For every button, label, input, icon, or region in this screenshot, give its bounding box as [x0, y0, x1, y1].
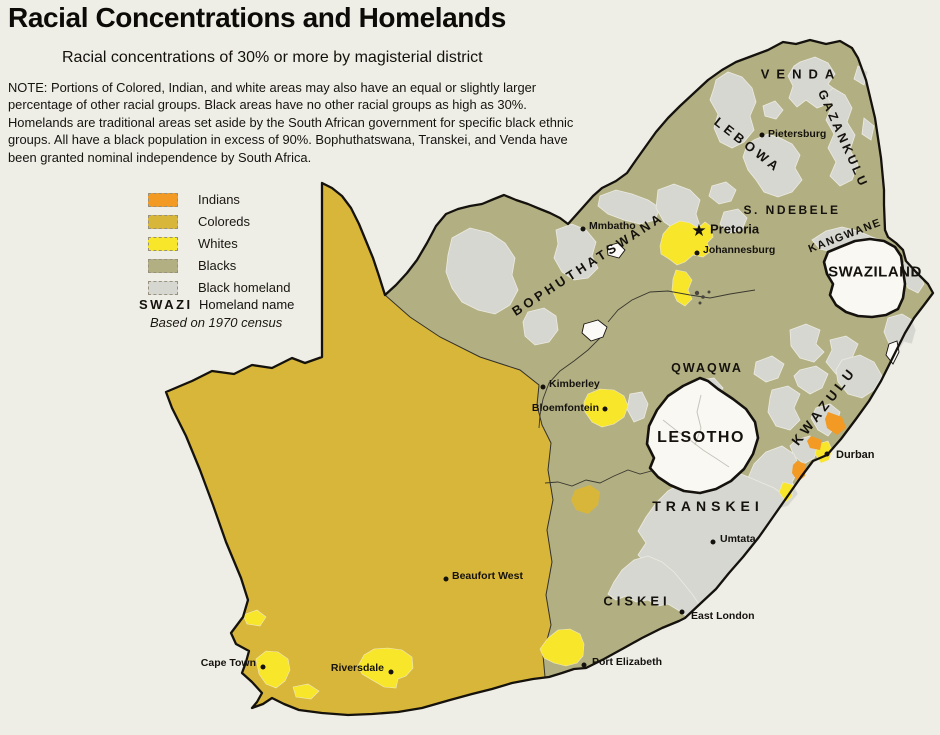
city-label-durban: Durban: [836, 449, 875, 461]
legend-source: Based on 1970 census: [150, 315, 283, 330]
legend-swatch-coloreds: [148, 214, 178, 229]
legend-label-coloreds: Coloreds: [198, 214, 251, 229]
city-label-riversdale: Riversdale: [330, 662, 384, 674]
city-dot-johannesburg: [694, 250, 700, 256]
city-label-johannesburg: Johannesburg: [703, 244, 776, 256]
swaziland-area: [822, 237, 907, 319]
st-lucia-lake: [885, 340, 900, 365]
colored-black-boundary: [384, 294, 554, 678]
city-dot-mmbatho: [580, 226, 586, 232]
city-dot-kimberley: [540, 384, 546, 390]
lesotho-area: [645, 376, 760, 495]
legend-item-blacks: Blacks: [148, 258, 236, 273]
city-label-kimberley: Kimberley: [549, 378, 600, 390]
legend-label-black-homeland: Black homeland: [198, 280, 291, 295]
city-label-cape-town: Cape Town: [200, 657, 256, 669]
legend-homeland-sample: SWAZI: [139, 297, 193, 312]
legend-label-indians: Indians: [198, 192, 240, 207]
country-label-lesotho: LESOTHO: [657, 429, 745, 446]
legend-swatch-blacks: [148, 258, 178, 273]
city-dot-durban: [824, 451, 830, 457]
city-label-port-elizabeth: Port Elizabeth: [592, 656, 663, 668]
legend-label-whites: Whites: [198, 236, 238, 251]
page-subtitle: Racial concentrations of 30% or more by …: [62, 49, 483, 66]
lakes: [581, 242, 900, 365]
city-dot-port-elizabeth: [581, 662, 587, 668]
city-label-pietersburg: Pietersburg: [768, 128, 827, 140]
city-dot-riversdale: [388, 669, 394, 675]
note-text: NOTE: Portions of Colored, Indian, and w…: [8, 80, 574, 165]
homeland-label-transkei: TRANSKEI: [652, 498, 764, 514]
legend-homeland-label: Homeland name: [199, 297, 295, 312]
city-label-east-london: East London: [691, 610, 755, 622]
capital-star-icon: ★: [691, 220, 707, 240]
legend-label-blacks: Blacks: [198, 258, 237, 273]
rivers: [538, 289, 756, 487]
city-label-pretoria: Pretoria: [710, 221, 760, 237]
city-dot-bloemfontein: [602, 406, 608, 412]
legend-item-indians: Indians: [148, 192, 240, 207]
legend-item-coloreds: Coloreds: [148, 214, 250, 229]
legend-item-black-homeland: Black homeland: [148, 280, 291, 295]
city-dot-cape-town: [260, 664, 266, 670]
homeland-label-ciskei: CISKEI: [603, 593, 671, 609]
colored-areas: [166, 183, 600, 715]
legend-swatch-whites: [148, 236, 178, 251]
city-dot-beaufort-west: [443, 576, 449, 582]
country-label-swaziland: SWAZILAND: [828, 263, 922, 281]
homeland-label-s-ndebele: S. NDEBELE: [743, 203, 841, 217]
city-dot-pietersburg: [759, 132, 765, 138]
city-dot-east-london: [679, 609, 685, 615]
page-title: Racial Concentrations and Homelands: [8, 2, 506, 33]
colored-enclave: [571, 485, 600, 514]
ciskei-area: [607, 555, 700, 617]
city-label-umtata: Umtata: [720, 533, 756, 545]
legend-swatch-black-homeland: [148, 280, 178, 295]
legend-item-whites: Whites: [148, 236, 238, 251]
homeland-label-venda: VENDA: [760, 66, 842, 82]
city-label-bloemfontein: Bloemfontein: [531, 402, 599, 414]
city-label-beaufort-west: Beaufort West: [452, 570, 523, 582]
city-dot-umtata: [710, 539, 716, 545]
homeland-label-qwaqwa: QWAQWA: [671, 361, 743, 375]
urban-speckle: [694, 290, 711, 305]
city-label-mmbatho: Mmbatho: [589, 220, 636, 232]
national-boundary: [164, 38, 935, 717]
legend-swatch-indians: [148, 192, 178, 207]
